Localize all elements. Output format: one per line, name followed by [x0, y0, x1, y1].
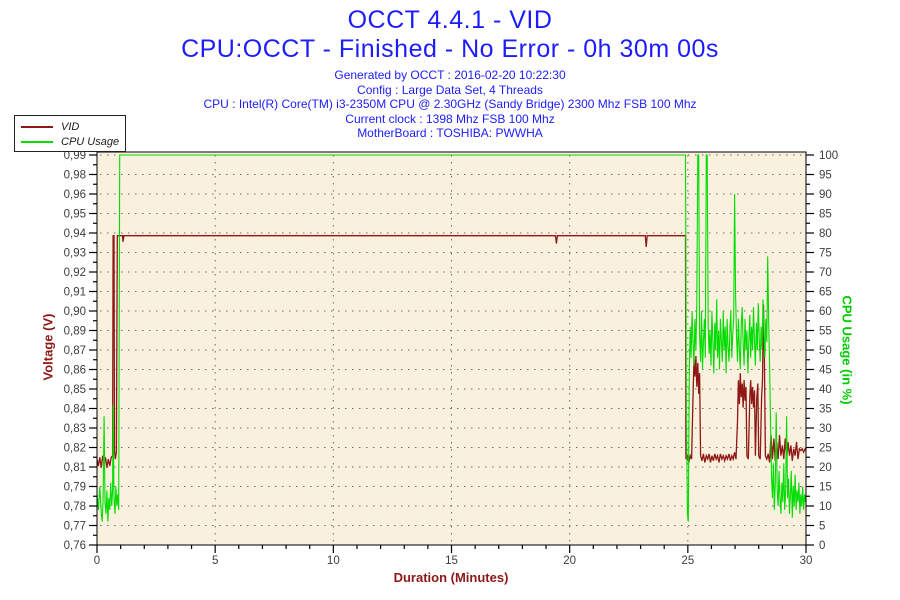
info-cpu: CPU : Intel(R) Core(TM) i3-2350M CPU @ 2…	[203, 97, 697, 111]
svg-text:45: 45	[819, 365, 832, 377]
svg-text:10: 10	[327, 555, 340, 567]
svg-text:25: 25	[819, 443, 832, 455]
svg-text:0,91: 0,91	[64, 287, 86, 299]
svg-text:15: 15	[819, 482, 832, 494]
svg-text:0: 0	[819, 540, 825, 552]
page-subtitle: CPU:OCCT - Finished - No Error - 0h 30m …	[181, 35, 719, 63]
svg-text:0,96: 0,96	[64, 189, 86, 201]
svg-text:5: 5	[819, 521, 825, 533]
svg-text:0,83: 0,83	[64, 423, 86, 435]
cpu-usage-line-swatch	[21, 140, 53, 143]
svg-text:0,78: 0,78	[64, 501, 86, 513]
legend-item-cpu-usage: CPU Usage	[15, 134, 125, 149]
axis-ticks	[89, 154, 814, 553]
right-axis-title: CPU Usage (in %)	[839, 295, 855, 405]
svg-text:25: 25	[681, 555, 694, 567]
svg-text:0,90: 0,90	[64, 306, 86, 318]
svg-text:30: 30	[800, 555, 813, 567]
svg-text:0,87: 0,87	[64, 345, 86, 357]
svg-text:0,81: 0,81	[64, 462, 86, 474]
info-config: Config : Large Data Set, 4 Threads	[357, 82, 543, 97]
svg-text:0: 0	[94, 555, 100, 567]
svg-text:0,99: 0,99	[64, 150, 86, 162]
svg-text:0,85: 0,85	[64, 384, 86, 396]
svg-text:0,79: 0,79	[64, 482, 86, 494]
left-axis-title: Voltage (V)	[40, 313, 56, 381]
svg-text:90: 90	[819, 189, 832, 201]
x-axis-title: Duration (Minutes)	[393, 570, 509, 585]
chart-legend: VID CPU Usage	[14, 115, 126, 152]
svg-text:0,77: 0,77	[64, 521, 86, 533]
svg-text:70: 70	[819, 267, 832, 279]
svg-text:40: 40	[819, 384, 832, 396]
svg-text:65: 65	[819, 287, 832, 299]
series-cpu-usage	[96, 154, 807, 522]
svg-text:0,84: 0,84	[64, 404, 87, 416]
svg-text:80: 80	[819, 228, 832, 240]
svg-text:55: 55	[819, 326, 832, 338]
svg-text:5: 5	[212, 555, 218, 567]
svg-text:20: 20	[819, 462, 832, 474]
report-info: Generated by OCCT : 2016-02-20 10:22:30 …	[0, 68, 900, 141]
svg-text:20: 20	[563, 555, 576, 567]
legend-label-vid: VID	[61, 120, 80, 133]
info-motherboard: MotherBoard : TOSHIBA: PWWHA	[357, 126, 543, 140]
svg-text:85: 85	[819, 209, 832, 221]
svg-text:0,92: 0,92	[64, 267, 86, 279]
svg-text:15: 15	[445, 555, 458, 567]
svg-text:100: 100	[819, 150, 838, 162]
svg-text:0,98: 0,98	[64, 170, 86, 182]
svg-text:60: 60	[819, 306, 832, 318]
page-title: OCCT 4.4.1 - VID	[347, 6, 553, 34]
svg-text:0,86: 0,86	[64, 365, 86, 377]
plot-background	[97, 152, 806, 545]
svg-text:0,89: 0,89	[64, 326, 86, 338]
legend-item-vid: VID	[15, 119, 125, 134]
vid-line-swatch	[21, 125, 53, 128]
svg-text:10: 10	[819, 501, 832, 513]
tick-labels: 0,99 0,98 0,96 0,95 0,94 0,93 0,92 0,91 0,90 0,89…	[64, 150, 839, 567]
svg-text:75: 75	[819, 248, 832, 260]
svg-text:0,95: 0,95	[64, 209, 86, 221]
svg-text:0,82: 0,82	[64, 443, 86, 455]
legend-label-cpu-usage: CPU Usage	[61, 135, 120, 148]
svg-text:0,94: 0,94	[64, 228, 87, 240]
svg-text:95: 95	[819, 170, 832, 182]
info-clock: Current clock : 1398 Mhz FSB 100 Mhz	[345, 111, 555, 126]
svg-text:35: 35	[819, 404, 832, 416]
svg-text:0,93: 0,93	[64, 248, 86, 260]
info-generated: Generated by OCCT : 2016-02-20 10:22:30	[334, 68, 566, 82]
svg-text:30: 30	[819, 423, 832, 435]
svg-text:0,76: 0,76	[64, 540, 86, 552]
svg-text:50: 50	[819, 345, 832, 357]
